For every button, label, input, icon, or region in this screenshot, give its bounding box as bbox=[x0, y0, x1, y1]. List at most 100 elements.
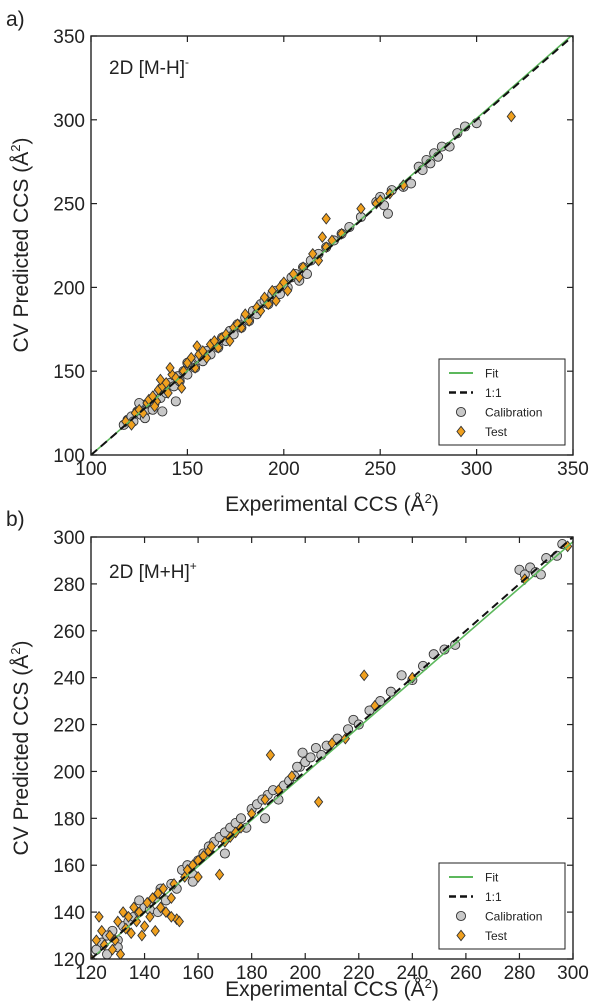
panel-a-y-axis-label: CV Predicted CCS (Å2) bbox=[8, 138, 33, 353]
y-tick-label: 300 bbox=[53, 528, 85, 549]
calibration-point bbox=[170, 396, 181, 407]
calibration-point bbox=[260, 813, 271, 824]
test-point bbox=[115, 948, 126, 959]
x-tick-label: 180 bbox=[236, 963, 268, 984]
legend-test-swatch bbox=[456, 425, 466, 438]
panel-b-x-axis-label: Experimental CCS (Å2) bbox=[225, 976, 439, 1001]
legend-label: Calibration bbox=[485, 406, 542, 420]
test-point bbox=[206, 840, 217, 853]
legend-label: Fit bbox=[485, 367, 499, 381]
y-tick-label: 220 bbox=[53, 716, 85, 737]
test-point bbox=[356, 202, 366, 215]
test-point bbox=[313, 795, 324, 808]
test-point bbox=[161, 906, 171, 919]
panel-a-x-axis-label: Experimental CCS (Å2) bbox=[225, 491, 439, 516]
calibration-point bbox=[219, 848, 230, 859]
test-point bbox=[155, 373, 166, 386]
test-point bbox=[137, 929, 147, 942]
test-point bbox=[271, 294, 281, 307]
calibration-point bbox=[541, 553, 552, 564]
legend-label: Test bbox=[485, 929, 508, 943]
y-tick-label: 100 bbox=[53, 446, 85, 467]
test-point bbox=[105, 929, 115, 942]
panel-b-y-ticks: 120 140 160 180 200 220 240 260 280 300 bbox=[53, 528, 573, 971]
test-point bbox=[113, 915, 123, 928]
calibration-point bbox=[157, 406, 168, 417]
test-point bbox=[193, 871, 203, 883]
test-point bbox=[321, 212, 331, 225]
test-point bbox=[123, 910, 134, 923]
legend-label: 1:1 bbox=[485, 890, 502, 904]
test-point bbox=[166, 910, 176, 923]
test-point bbox=[91, 934, 101, 947]
test-point bbox=[375, 194, 385, 207]
test-point bbox=[129, 901, 139, 914]
calibration-point bbox=[297, 747, 308, 758]
test-point bbox=[221, 328, 231, 341]
test-point bbox=[158, 882, 168, 895]
test-point bbox=[165, 361, 175, 374]
panel-b-y-axis-label: CV Predicted CCS (Å2) bbox=[8, 641, 33, 856]
test-point bbox=[370, 699, 380, 712]
y-tick-label: 300 bbox=[53, 111, 85, 132]
y-tick-label: 250 bbox=[53, 195, 85, 216]
panel-a-letter: a) bbox=[6, 8, 25, 31]
calibration-point bbox=[235, 813, 247, 824]
test-point bbox=[176, 382, 187, 394]
calibration-point bbox=[343, 724, 354, 735]
x-tick-label: 120 bbox=[75, 963, 107, 984]
y-tick-label: 280 bbox=[53, 575, 85, 596]
test-point bbox=[126, 927, 136, 940]
calibration-point bbox=[292, 761, 303, 772]
legend-label: Fit bbox=[485, 871, 499, 885]
panel-a-annotation: 2D [M-H]- bbox=[109, 55, 189, 79]
x-tick-label: 300 bbox=[557, 963, 589, 984]
y-tick-label: 160 bbox=[53, 856, 85, 877]
one-to-one-line bbox=[91, 537, 573, 959]
test-point bbox=[283, 284, 293, 297]
test-point bbox=[145, 910, 155, 923]
panel-a-legend: Fit 1:1 Calibration Test bbox=[438, 358, 566, 446]
panel-b-letter: b) bbox=[6, 508, 25, 531]
test-point bbox=[155, 901, 166, 914]
test-point bbox=[94, 910, 104, 923]
test-point bbox=[139, 920, 150, 933]
x-tick-label: 280 bbox=[504, 963, 536, 984]
y-tick-label: 180 bbox=[53, 809, 85, 830]
panel-a-axes-frame bbox=[90, 35, 574, 456]
panel-b-plot-area bbox=[91, 537, 573, 959]
test-point bbox=[150, 924, 160, 937]
y-tick-label: 260 bbox=[53, 622, 85, 643]
y-tick-label: 350 bbox=[53, 27, 85, 48]
test-point bbox=[287, 770, 297, 783]
one-to-one-line bbox=[91, 36, 573, 455]
x-tick-label: 300 bbox=[461, 459, 493, 480]
test-point bbox=[260, 793, 270, 806]
x-tick-label: 260 bbox=[450, 963, 482, 984]
test-point bbox=[198, 345, 208, 358]
test-point bbox=[225, 335, 235, 347]
legend-calibration-swatch bbox=[455, 406, 467, 418]
x-tick-label: 160 bbox=[182, 963, 214, 984]
x-tick-label: 250 bbox=[364, 459, 396, 480]
calibration-point bbox=[310, 742, 321, 754]
calibration-point bbox=[301, 268, 312, 280]
x-tick-label: 200 bbox=[289, 963, 321, 984]
x-tick-label: 350 bbox=[557, 459, 589, 480]
x-tick-label: 100 bbox=[75, 459, 107, 480]
test-point bbox=[298, 261, 308, 274]
test-point bbox=[265, 749, 276, 761]
test-point bbox=[166, 892, 176, 904]
test-point bbox=[142, 896, 152, 909]
calibration-point bbox=[428, 649, 439, 660]
calibration-point bbox=[396, 670, 407, 681]
y-tick-label: 120 bbox=[53, 950, 85, 971]
test-point bbox=[506, 110, 516, 123]
test-point bbox=[110, 934, 120, 947]
test-point bbox=[214, 868, 225, 881]
calibration-point bbox=[385, 686, 396, 697]
test-point bbox=[359, 669, 369, 682]
calibration-point bbox=[134, 895, 145, 906]
test-point bbox=[209, 335, 220, 347]
